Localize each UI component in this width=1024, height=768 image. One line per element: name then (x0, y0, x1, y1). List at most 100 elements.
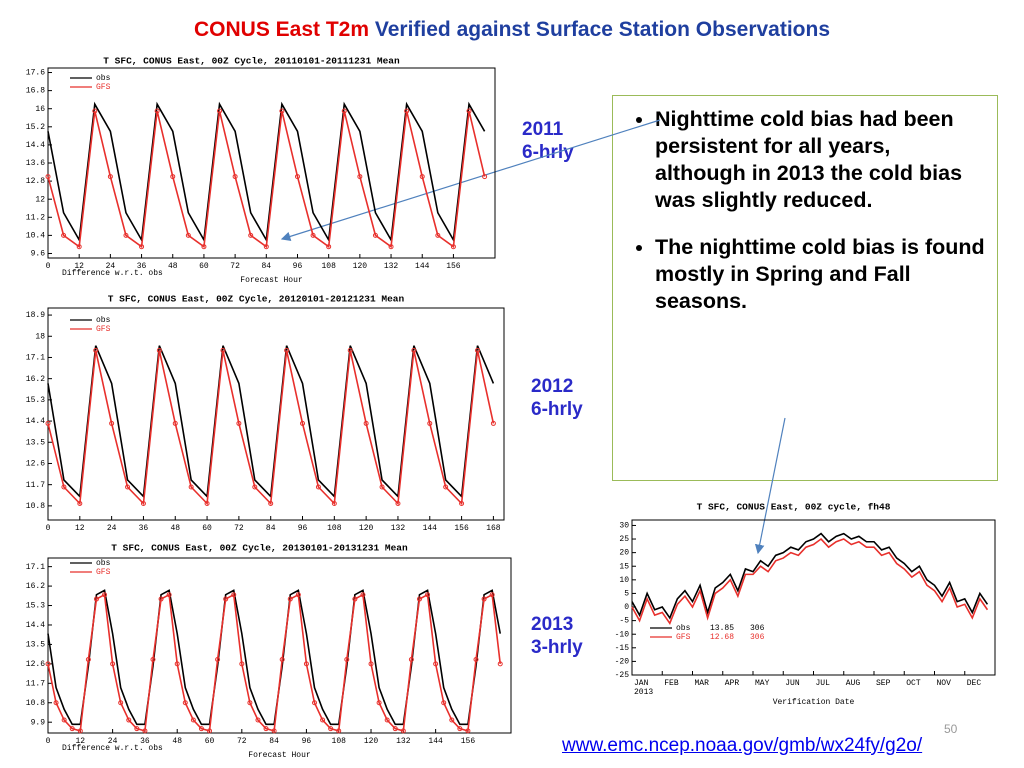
legend-label: obs (676, 624, 691, 633)
x-tick-label: 36 (139, 524, 149, 533)
marker (239, 661, 245, 667)
x-tick-label: 0 (46, 262, 51, 271)
marker (427, 420, 433, 426)
bullet: Nighttime cold bias had been persistent … (655, 106, 985, 214)
x-tick-label: AUG (846, 679, 861, 688)
x-tick-label: 36 (137, 262, 147, 271)
annotation: Difference w.r.t. obs (62, 269, 163, 278)
interval: 3-hrly (531, 637, 583, 658)
marker (311, 700, 317, 706)
y-tick-label: 14.4 (26, 417, 45, 426)
marker (201, 244, 207, 250)
x-tick-label: 72 (234, 524, 244, 533)
marker (263, 244, 269, 250)
x-tick-label: 84 (269, 737, 279, 746)
x-tick-label: 12 (74, 262, 84, 271)
link[interactable]: www.emc.ncep.noaa.gov/gmb/wx24fy/g2o/ (562, 735, 923, 756)
x-tick-label: 132 (384, 262, 399, 271)
marker (198, 726, 204, 732)
x-tick-label: 0 (46, 737, 51, 746)
marker (392, 726, 398, 732)
y-tick-label: -15 (615, 644, 630, 653)
page-number: 50 (944, 722, 958, 736)
y-tick-label: 30 (619, 522, 629, 531)
x-tick-label: 36 (140, 737, 150, 746)
chart-title: T SFC, CONUS East, 00Z Cycle, 20130101-2… (111, 543, 408, 554)
marker (326, 244, 332, 250)
y-tick-label: 25 (619, 535, 629, 544)
legend-label: obs (96, 559, 111, 568)
x-tick-label: 132 (391, 524, 406, 533)
x-tick-label: SEP (876, 679, 891, 688)
legend-label: GFS (676, 633, 691, 642)
x-tick-label: 24 (107, 524, 117, 533)
x-tick-label: 84 (266, 524, 276, 533)
y-tick-label: 9.6 (31, 250, 46, 259)
marker (188, 484, 194, 490)
marker (77, 501, 83, 507)
legend-label: GFS (96, 325, 111, 334)
x-tick-label: 84 (261, 262, 271, 271)
marker (425, 592, 431, 598)
series-line (631, 532, 989, 620)
x-tick-label: 120 (353, 262, 368, 271)
y-tick-label: 10.8 (26, 502, 45, 511)
x-tick-label: 96 (293, 262, 303, 271)
x-tick-label: JAN (634, 679, 649, 688)
x-tick-label: 132 (396, 737, 411, 746)
marker (450, 244, 456, 250)
x-tick-label: 48 (170, 524, 180, 533)
y-tick-label: 16.2 (26, 375, 45, 384)
marker (435, 232, 441, 238)
x-tick-label: 60 (205, 737, 215, 746)
series-line (47, 345, 495, 499)
x-tick-label: JUN (785, 679, 800, 688)
x-tick-label: 96 (302, 737, 312, 746)
marker (352, 596, 358, 602)
marker (123, 232, 129, 238)
x-tick-label: 168 (486, 524, 501, 533)
x-tick-label: 24 (108, 737, 118, 746)
y-tick-label: 17.6 (26, 69, 45, 78)
y-tick-label: 16.8 (26, 87, 45, 96)
marker (376, 700, 382, 706)
interval: 6-hrly (522, 142, 574, 163)
marker (118, 700, 124, 706)
marker (255, 717, 261, 723)
legend-label: GFS (96, 83, 111, 92)
y-tick-label: 5 (624, 590, 629, 599)
bullet: The nighttime cold bias is found mostly … (655, 234, 985, 315)
year: 2013 (531, 614, 574, 635)
x-tick-label: 156 (454, 524, 469, 533)
marker (443, 484, 449, 490)
marker (53, 700, 59, 706)
x-tick-label: 120 (364, 737, 379, 746)
marker (69, 726, 75, 732)
marker (263, 726, 269, 732)
slide-title: CONUS East T2m Verified against Surface … (0, 18, 1024, 42)
legend-label: GFS (96, 568, 111, 577)
marker (156, 347, 162, 353)
interval: 6-hrly (531, 399, 583, 420)
marker (341, 108, 347, 114)
annotation: Difference w.r.t. obs (62, 744, 163, 753)
series-line (47, 593, 502, 732)
legend-count: 306 (750, 624, 765, 633)
x-tick-label: 156 (461, 737, 476, 746)
y-tick-label: 11.7 (26, 679, 45, 688)
marker (217, 108, 223, 114)
y-tick-label: 12.6 (26, 660, 45, 669)
marker (93, 596, 99, 602)
x-tick-label: 108 (321, 262, 336, 271)
x-tick-label: 60 (199, 262, 209, 271)
chart-title: T SFC, CONUS East, 00Z cycle, fh48 (697, 502, 891, 513)
year-label: 2012 6-hrly (531, 375, 583, 421)
marker (400, 728, 406, 734)
x-tick-label: 12 (75, 524, 85, 533)
marker (310, 232, 316, 238)
x-tick-label: OCT (906, 679, 921, 688)
y-tick-label: 15.3 (26, 396, 45, 405)
y-tick-label: 12.8 (26, 177, 45, 186)
marker (76, 244, 82, 250)
